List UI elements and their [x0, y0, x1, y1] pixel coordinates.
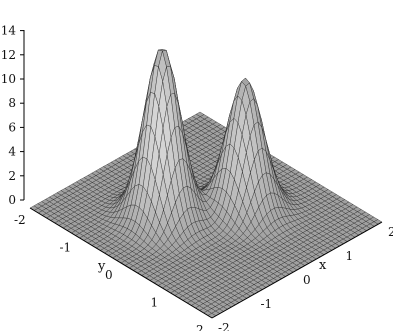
x-tick-label: 0 [303, 273, 311, 287]
y-tick-label: -1 [60, 241, 72, 255]
y-tick-label: 1 [151, 296, 159, 310]
z-tick-label: 14 [1, 24, 17, 38]
z-tick-label: 8 [8, 96, 16, 110]
x-tick-label: -1 [261, 297, 273, 311]
y-tick-label: -2 [14, 213, 26, 227]
z-tick-label: 12 [1, 48, 16, 62]
x-tick-label: 2 [388, 225, 393, 239]
y-tick-label: 0 [105, 268, 113, 282]
x-tick-label: 1 [346, 249, 354, 263]
z-tick-label: 10 [1, 72, 16, 86]
x-tick-label: -2 [218, 321, 230, 331]
y-axis-title: y [97, 259, 106, 274]
z-tick-label: 0 [8, 193, 16, 207]
x-axis-title: x [319, 258, 327, 273]
z-tick-label: 2 [8, 169, 16, 183]
z-tick-labels: 0 2 4 6 8 10 12 14 [1, 24, 24, 207]
y-tick-label: 2 [196, 323, 204, 331]
surface-mesh [30, 49, 382, 318]
z-tick-label: 6 [8, 120, 16, 134]
z-tick-label: 4 [8, 145, 16, 159]
